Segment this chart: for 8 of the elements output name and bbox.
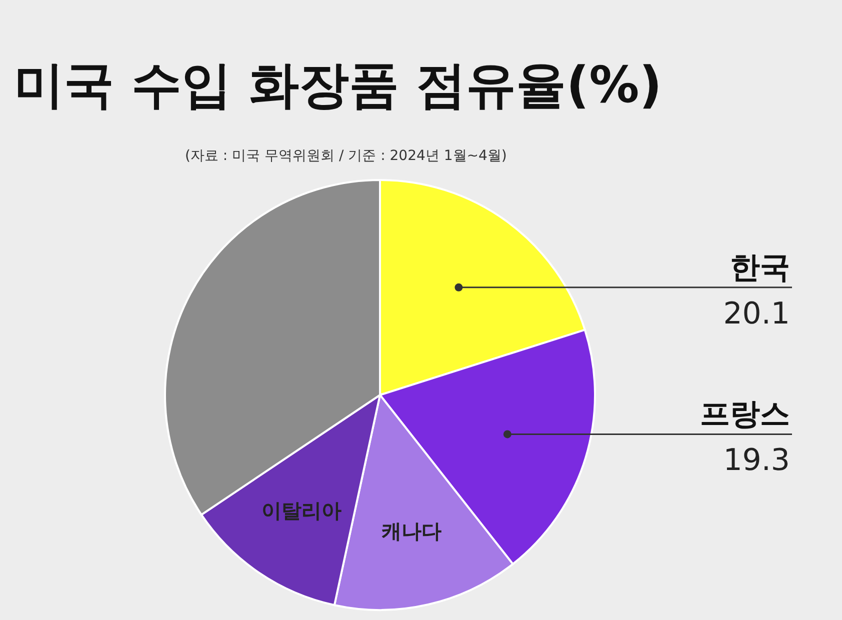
chart-subtitle: (자료 : 미국 무역위원회 / 기준 : 2024년 1월~4월) <box>185 148 507 164</box>
slice-label: 캐나다 <box>381 519 442 544</box>
slice-label: 한국 <box>730 250 790 286</box>
slice-label: 프랑스 <box>700 397 790 432</box>
data-label: 19.3 <box>723 443 790 478</box>
data-label: 20.1 <box>723 296 790 332</box>
chart-title: 미국 수입 화장품 점유율(%) <box>14 56 662 114</box>
slice-label: 이탈리아 <box>261 498 342 523</box>
